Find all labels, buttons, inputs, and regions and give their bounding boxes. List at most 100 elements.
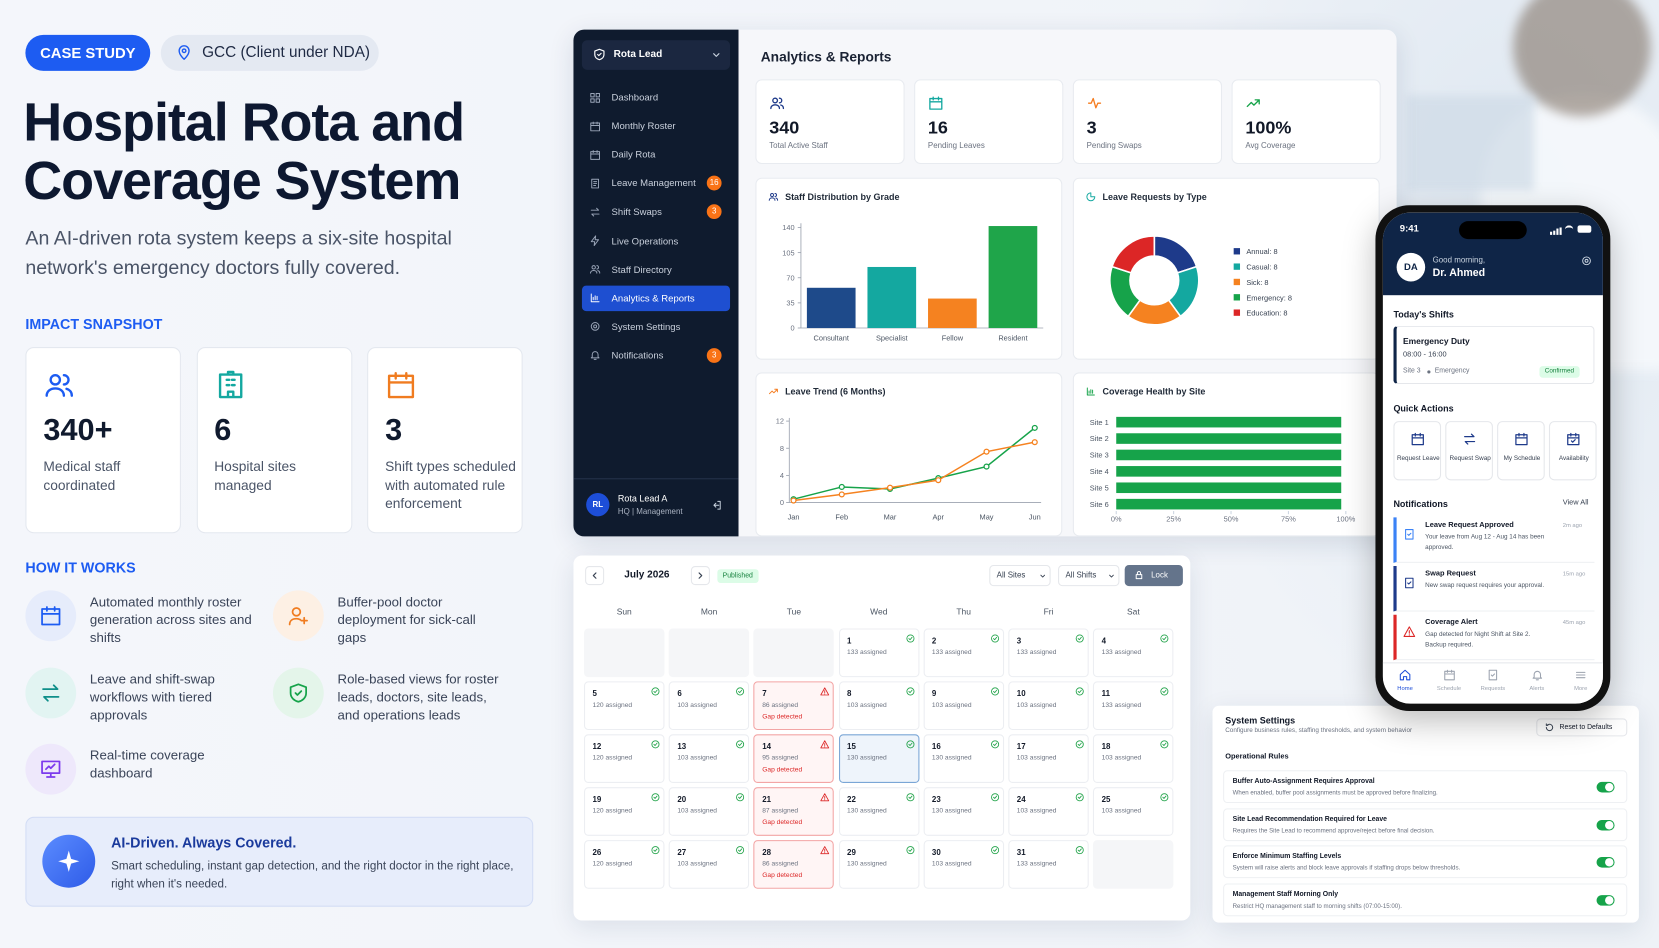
x-tick-label: Feb <box>835 512 848 521</box>
icon-shape <box>770 97 785 110</box>
day-number: 29 <box>847 847 856 858</box>
impact-value: 6 <box>214 413 232 448</box>
bottom-nav <box>1382 662 1603 704</box>
icon <box>1532 670 1542 681</box>
shift-status: Confirmed <box>1539 366 1580 378</box>
icon-shape <box>591 178 600 189</box>
impact-card: 6 Hospital sites managed <box>196 347 352 534</box>
icon-shape <box>1135 571 1143 580</box>
icon <box>990 687 999 696</box>
icon-shape <box>713 53 720 57</box>
icon <box>820 793 830 802</box>
menu-item: Shift Swaps <box>611 206 662 218</box>
x-tick-label: Fellow <box>942 334 964 343</box>
icon-shape <box>820 740 830 749</box>
icon <box>1160 793 1169 802</box>
phone-time: 9:41 <box>1399 223 1419 234</box>
rule-title: Site Lead Recommendation Required for Le… <box>1232 815 1388 823</box>
callout-title: AI-Driven. Always Covered. <box>111 834 297 851</box>
icon-shape <box>1246 99 1260 108</box>
icon-shape <box>1086 387 1095 396</box>
day-number: 9 <box>931 688 937 699</box>
legend-swatch <box>1233 248 1241 255</box>
day-number: 21 <box>762 794 772 805</box>
day-number: 15 <box>847 741 856 752</box>
stat-value: 100% <box>1245 117 1292 138</box>
icon <box>768 193 779 201</box>
gap-label: Gap detected <box>762 713 803 721</box>
stat-value: 3 <box>1086 117 1097 138</box>
icon-shape <box>820 846 830 855</box>
menu-item: Notifications <box>611 350 664 361</box>
icon <box>1086 192 1096 202</box>
icon <box>651 793 660 802</box>
icon <box>1040 574 1046 578</box>
rule-description: When enabled, buffer pool assignments mu… <box>1232 790 1438 797</box>
y-tick-label: Site 4 <box>1090 467 1109 476</box>
calendar-cell: 2 133 assigned <box>923 628 1004 678</box>
assigned: 133 assigned <box>847 648 887 656</box>
icon <box>41 760 61 778</box>
day-number: 6 <box>677 688 682 699</box>
icon <box>713 53 720 57</box>
icon <box>1075 740 1084 749</box>
calendar-cell: 26 120 assigned <box>584 840 665 889</box>
icon <box>906 687 915 696</box>
legend-swatch <box>1233 278 1241 286</box>
nav-label: More <box>1574 685 1588 692</box>
icon <box>590 149 600 160</box>
icon-shape <box>58 850 80 872</box>
icon-shape <box>768 388 778 395</box>
menu-item: Monthly Roster <box>611 120 676 132</box>
bar <box>1116 416 1342 428</box>
how-text: Leave and shift-swap workflows with tier… <box>89 671 215 724</box>
icon-shape <box>1405 577 1414 589</box>
assigned: 133 assigned <box>1016 648 1057 656</box>
how-text: Role-based views for roster leads, docto… <box>337 671 499 724</box>
icon <box>289 683 307 703</box>
assigned: 87 assigned <box>762 807 799 815</box>
stat-label: Pending Leaves <box>927 140 985 151</box>
icon <box>906 634 915 643</box>
x-tick-label: Specialist <box>876 334 908 343</box>
icon-shape <box>906 634 915 643</box>
title-line: Hospital Rota and <box>23 92 465 153</box>
subtitle: An AI-driven rota system keeps a six-sit… <box>25 226 452 279</box>
user-name: Rota Lead A <box>617 493 668 504</box>
assigned: 133 assigned <box>931 648 972 656</box>
impact-value: 340+ <box>43 413 113 448</box>
location: GCC (Client under NDA) <box>202 44 371 62</box>
rule-description: Restrict HQ management staff to morning … <box>1232 903 1402 910</box>
rule-description: System will raise alerts and block leave… <box>1232 865 1461 872</box>
line-point <box>838 483 845 491</box>
y-tick-label: 12 <box>776 417 784 426</box>
assigned: 130 assigned <box>931 807 972 815</box>
impact-card: 3 Shift types scheduled with automated ru… <box>367 347 523 534</box>
notification <box>1393 517 1595 563</box>
section-heading: HOW IT WORKS <box>25 559 136 576</box>
icon-shape <box>1086 192 1096 202</box>
pie-slice <box>1153 235 1198 274</box>
notification-title: Leave Request Approved <box>1425 521 1514 530</box>
icon <box>651 846 660 855</box>
icon-shape <box>651 793 660 802</box>
calendar-cell: 3 133 assigned <box>1008 628 1089 678</box>
notification-text: New swap request requires your approval. <box>1425 582 1545 590</box>
icon <box>736 687 745 696</box>
legend-label: Education: 8 <box>1246 309 1287 318</box>
icon <box>698 572 703 579</box>
section-heading: IMPACT SNAPSHOT <box>25 316 163 333</box>
y-tick-label: 35 <box>786 299 794 308</box>
y-tick-label: 105 <box>782 248 794 257</box>
icon-shape <box>990 687 999 696</box>
icon-shape <box>1075 846 1084 855</box>
icon <box>1160 740 1169 749</box>
line-series <box>793 441 1035 502</box>
calendar-cell: 10 103 assigned <box>1008 681 1089 731</box>
stat-label: Pending Swaps <box>1086 140 1142 151</box>
phone-section: Quick Actions <box>1393 403 1454 414</box>
day-number: 28 <box>762 847 772 858</box>
icon <box>1545 723 1554 732</box>
assigned: 103 assigned <box>677 860 717 868</box>
chart-title: Leave Requests by Type <box>1102 191 1207 203</box>
